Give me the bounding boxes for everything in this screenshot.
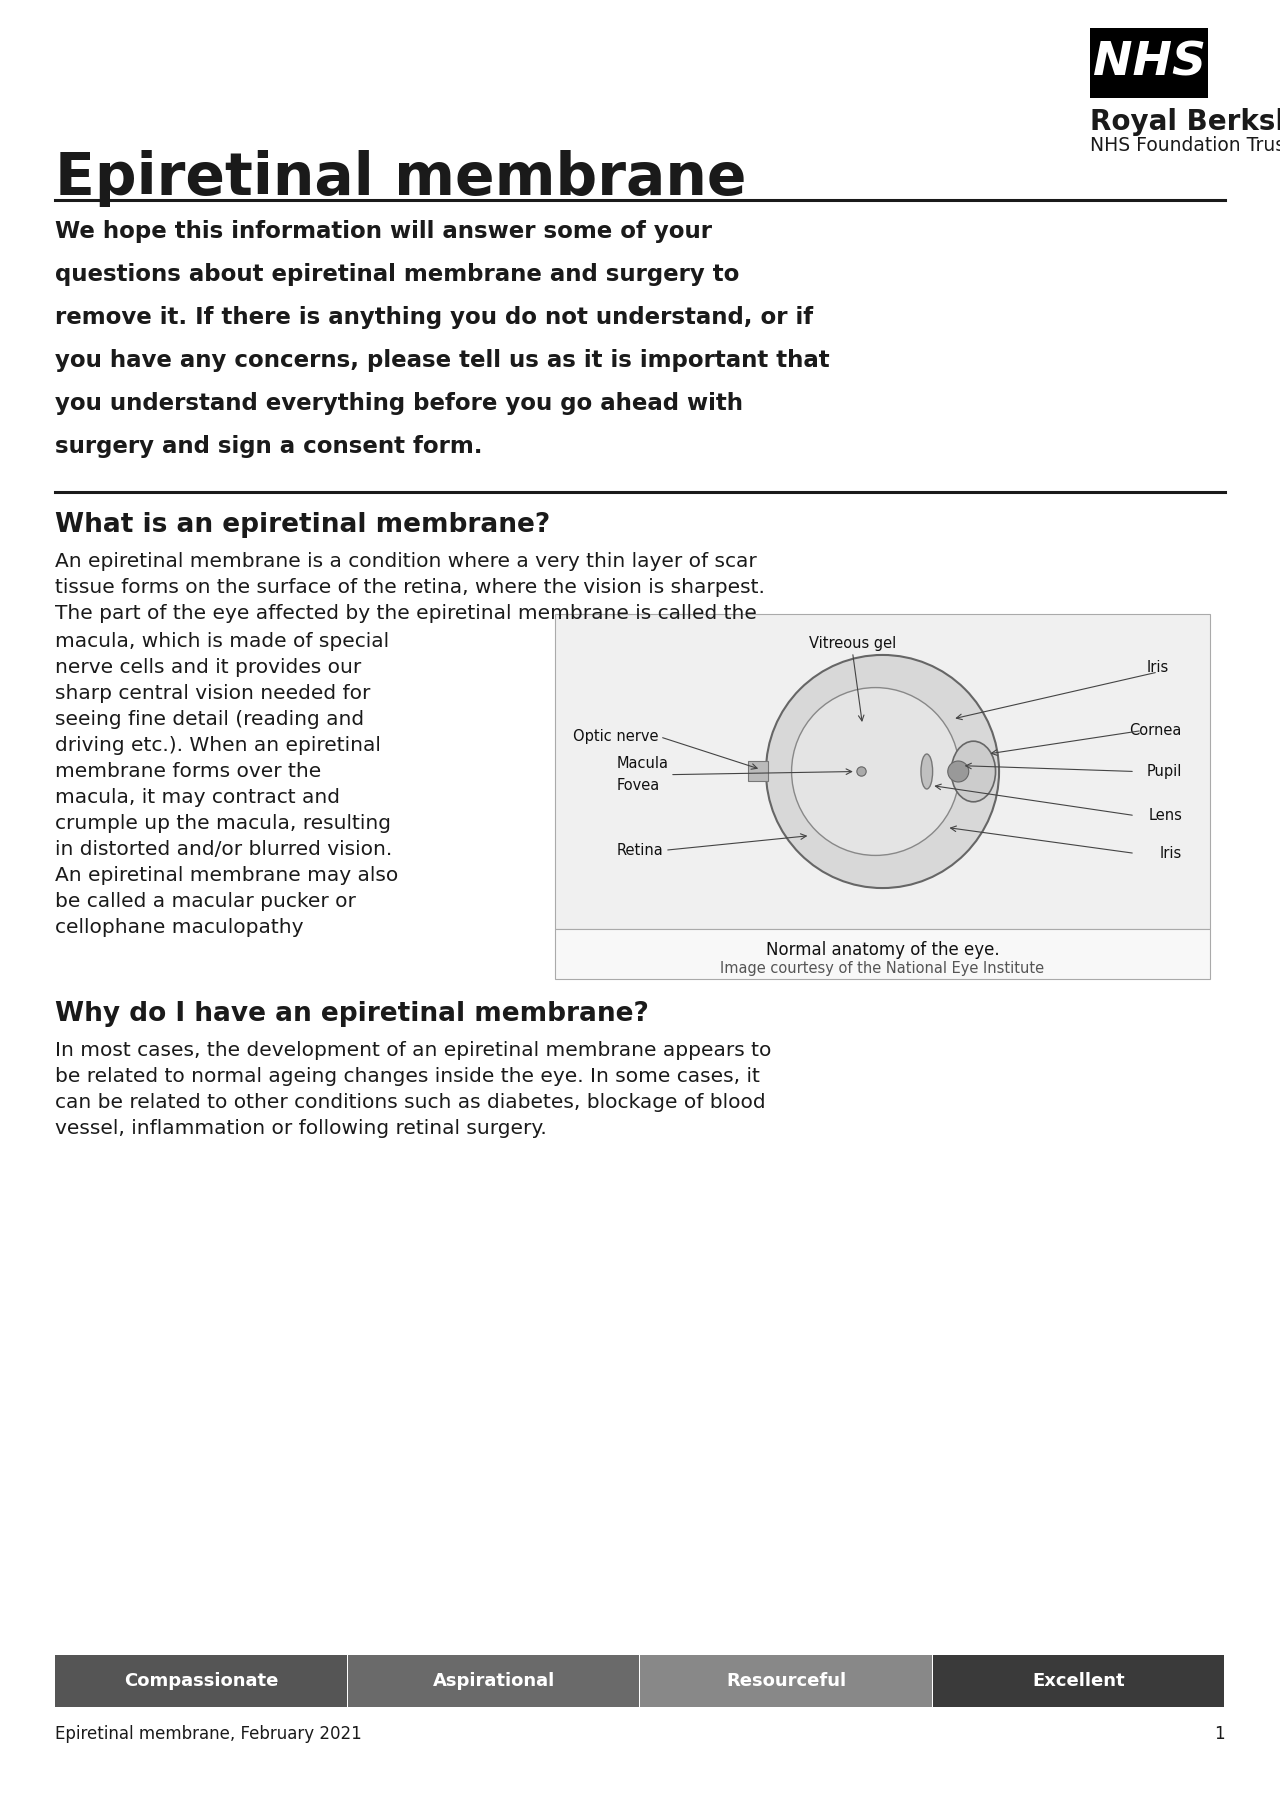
Text: Image courtesy of the National Eye Institute: Image courtesy of the National Eye Insti…: [721, 961, 1044, 976]
Text: In most cases, the development of an epiretinal membrane appears to: In most cases, the development of an epi…: [55, 1041, 772, 1061]
Bar: [347, 1654, 639, 1707]
Text: questions about epiretinal membrane and surgery to: questions about epiretinal membrane and …: [55, 262, 740, 286]
Text: Pupil: Pupil: [1147, 764, 1181, 778]
Text: NHS Foundation Trust: NHS Foundation Trust: [1091, 136, 1280, 156]
Text: crumple up the macula, resulting: crumple up the macula, resulting: [55, 814, 390, 833]
Text: Retina: Retina: [617, 843, 664, 858]
Bar: [556, 614, 1210, 929]
Circle shape: [765, 655, 1000, 889]
Text: What is an epiretinal membrane?: What is an epiretinal membrane?: [55, 512, 550, 538]
Text: Epiretinal membrane, February 2021: Epiretinal membrane, February 2021: [55, 1725, 362, 1743]
Bar: [748, 762, 768, 782]
Text: Normal anatomy of the eye.: Normal anatomy of the eye.: [765, 941, 1000, 959]
Text: remove it. If there is anything you do not understand, or if: remove it. If there is anything you do n…: [55, 306, 813, 329]
Text: The part of the eye affected by the epiretinal membrane is called the: The part of the eye affected by the epir…: [55, 605, 756, 623]
Text: vessel, inflammation or following retinal surgery.: vessel, inflammation or following retina…: [55, 1119, 547, 1138]
Text: sharp central vision needed for: sharp central vision needed for: [55, 684, 370, 702]
Text: Cornea: Cornea: [1130, 722, 1181, 738]
Text: An epiretinal membrane may also: An epiretinal membrane may also: [55, 865, 398, 885]
Ellipse shape: [951, 742, 996, 802]
Text: NHS: NHS: [1093, 40, 1206, 85]
Text: seeing fine detail (reading and: seeing fine detail (reading and: [55, 710, 364, 729]
Bar: [556, 929, 1210, 979]
Text: macula, it may contract and: macula, it may contract and: [55, 787, 340, 807]
Text: be related to normal ageing changes inside the eye. In some cases, it: be related to normal ageing changes insi…: [55, 1068, 760, 1086]
Bar: [1091, 27, 1208, 98]
Text: be called a macular pucker or: be called a macular pucker or: [55, 892, 356, 910]
Text: Aspirational: Aspirational: [433, 1672, 554, 1691]
Text: surgery and sign a consent form.: surgery and sign a consent form.: [55, 434, 483, 458]
Text: Epiretinal membrane: Epiretinal membrane: [55, 150, 746, 206]
Text: Why do I have an epiretinal membrane?: Why do I have an epiretinal membrane?: [55, 1001, 649, 1026]
Text: you understand everything before you go ahead with: you understand everything before you go …: [55, 393, 742, 414]
Text: Compassionate: Compassionate: [124, 1672, 279, 1691]
Ellipse shape: [922, 755, 933, 789]
Text: An epiretinal membrane is a condition where a very thin layer of scar: An epiretinal membrane is a condition wh…: [55, 552, 756, 570]
Text: membrane forms over the: membrane forms over the: [55, 762, 321, 780]
Text: you have any concerns, please tell us as it is important that: you have any concerns, please tell us as…: [55, 349, 829, 373]
Text: We hope this information will answer some of your: We hope this information will answer som…: [55, 221, 712, 243]
Text: macula, which is made of special: macula, which is made of special: [55, 632, 389, 652]
Circle shape: [947, 760, 969, 782]
Text: nerve cells and it provides our: nerve cells and it provides our: [55, 659, 361, 677]
Bar: [933, 1654, 1224, 1707]
Text: Lens: Lens: [1148, 807, 1181, 824]
Text: Iris: Iris: [1160, 845, 1181, 862]
Text: tissue forms on the surface of the retina, where the vision is sharpest.: tissue forms on the surface of the retin…: [55, 577, 765, 597]
Text: Excellent: Excellent: [1033, 1672, 1125, 1691]
Circle shape: [791, 688, 960, 856]
Text: Iris: Iris: [1147, 661, 1169, 675]
Text: 1: 1: [1215, 1725, 1225, 1743]
Text: in distorted and/or blurred vision.: in distorted and/or blurred vision.: [55, 840, 392, 860]
Text: driving etc.). When an epiretinal: driving etc.). When an epiretinal: [55, 737, 381, 755]
Text: Macula
Fovea: Macula Fovea: [617, 757, 669, 793]
Bar: [640, 1654, 932, 1707]
Text: cellophane maculopathy: cellophane maculopathy: [55, 918, 303, 938]
Text: Royal Berkshire: Royal Berkshire: [1091, 109, 1280, 136]
Text: Resourceful: Resourceful: [726, 1672, 846, 1691]
Text: can be related to other conditions such as diabetes, blockage of blood: can be related to other conditions such …: [55, 1093, 765, 1111]
Circle shape: [856, 767, 867, 776]
Text: Vitreous gel: Vitreous gel: [809, 635, 896, 652]
Text: Optic nerve: Optic nerve: [573, 729, 658, 744]
Bar: [55, 1654, 347, 1707]
